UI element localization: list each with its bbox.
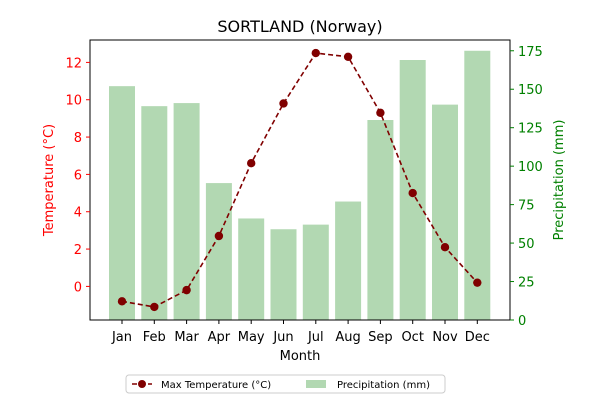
x-tick-label-aug: Aug [335, 330, 360, 345]
x-tick-label-jan: Jan [111, 330, 132, 345]
left-tick-label-2: 2 [74, 243, 82, 258]
legend-line-marker [138, 380, 146, 388]
temperature-point-may [247, 159, 256, 168]
precip-bar-dec [464, 50, 491, 321]
left-axis: 0 2 4 6 8 10 12 [65, 56, 90, 295]
temperature-point-jun [279, 99, 288, 108]
left-tick-label-12: 12 [65, 56, 82, 71]
right-tick-label-150: 150 [518, 83, 543, 98]
temperature-point-mar [182, 285, 191, 295]
plot-frame [89, 39, 511, 321]
temperature-point-oct [408, 188, 417, 198]
x-tick-label-jul: Jul [307, 330, 324, 345]
left-tick-label-8: 8 [74, 131, 82, 146]
temperature-point-sep [376, 108, 385, 118]
x-tick-label-nov: Nov [432, 330, 458, 345]
right-tick-label-25: 25 [518, 276, 535, 291]
precip-bar-aug [335, 201, 362, 320]
right-tick-label-75: 75 [518, 199, 535, 214]
right-tick-label-0: 0 [518, 314, 526, 329]
x-tick-label-dec: Dec [465, 330, 490, 345]
temperature-point-aug [343, 52, 353, 61]
precip-bar-jul [302, 224, 329, 320]
chart-title: SORTLAND (Norway) [217, 17, 382, 36]
right-tick-label-100: 100 [518, 160, 543, 175]
temperature-point-dec [473, 278, 482, 287]
precip-bar-may [238, 218, 265, 320]
right-tick-label-125: 125 [518, 122, 543, 137]
right-tick-label-50: 50 [518, 237, 535, 252]
right-axis: 0 25 50 75 100 125 150 175 [510, 45, 543, 329]
temperature-point-nov [440, 243, 450, 252]
legend: Max Temperature (°C) Precipitation (mm) [125, 374, 446, 394]
x-tick-label-sep: Sep [368, 330, 393, 345]
x-tick-label-jun: Jun [272, 330, 293, 345]
temperature-point-jan [117, 297, 127, 306]
precip-bar-jan [109, 86, 135, 321]
x-tick-label-mar: Mar [174, 330, 199, 345]
legend-label-precipitation: Precipitation (mm) [337, 380, 430, 391]
right-axis-title: Precipitation (mm) [552, 120, 567, 241]
precip-bar-feb [141, 106, 168, 321]
left-tick-label-0: 0 [74, 280, 82, 295]
temperature-line-layer [117, 48, 482, 312]
x-tick-label-feb: Feb [143, 330, 166, 345]
right-tick-label-175: 175 [518, 45, 543, 60]
left-axis-title: Temperature (°C) [42, 124, 57, 237]
left-tick-label-4: 4 [74, 206, 82, 221]
precip-bar-sep [367, 120, 394, 320]
left-tick-label-6: 6 [74, 168, 82, 183]
temperature-point-jul [311, 48, 320, 58]
x-tick-label-oct: Oct [401, 330, 423, 345]
precip-bar-mar [173, 103, 200, 320]
legend-box [125, 374, 446, 394]
legend-bar-sample [306, 380, 326, 388]
temperature-point-apr [214, 231, 224, 241]
x-axis: Jan Feb Mar Apr May Jun Jul Aug Sep Oct Nov Dec [111, 320, 490, 345]
left-tick-label-10: 10 [65, 94, 82, 109]
temperature-point-feb [150, 302, 159, 312]
x-tick-label-apr: Apr [208, 330, 231, 345]
precip-bar-jun [270, 229, 297, 320]
precip-bar-nov [432, 104, 458, 321]
x-axis-title: Month [280, 349, 321, 364]
legend-label-temperature: Max Temperature (°C) [161, 380, 271, 391]
x-tick-label-may: May [238, 330, 265, 345]
bars-layer [109, 50, 491, 321]
